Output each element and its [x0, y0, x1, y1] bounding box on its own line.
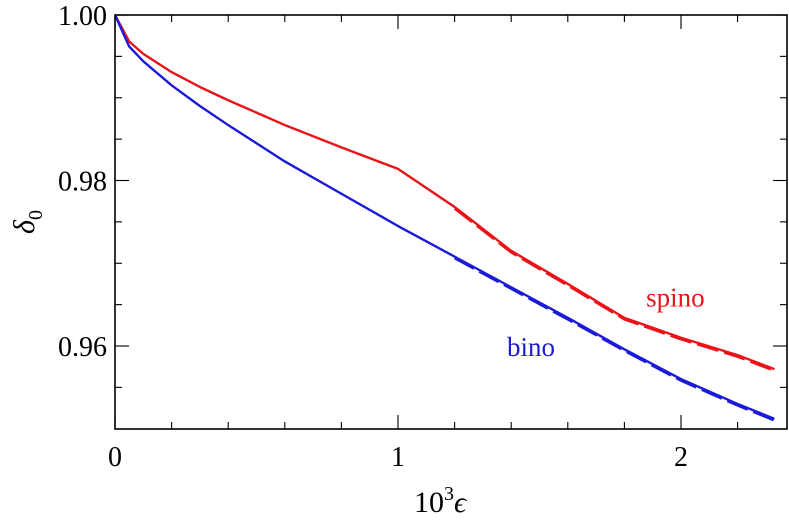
y-tick-label: 1.00 — [58, 1, 107, 32]
x-tick-label: 0 — [108, 442, 122, 473]
x-axis-label: 103ϵ — [414, 483, 468, 519]
annotation-spino: spino — [646, 282, 705, 312]
series-line-bino-dashed — [454, 257, 775, 422]
axis-ticks — [114, 14, 787, 429]
tick-labels: 0 1 2 0.96 0.98 1.00 — [58, 1, 688, 473]
series-line-spino-dashed — [453, 207, 775, 372]
annotation-bino: bino — [507, 332, 555, 362]
x-tick-label: 2 — [674, 442, 688, 473]
y-tick-label: 0.98 — [58, 167, 107, 198]
x-tick-label: 1 — [391, 442, 405, 473]
series-line-spino — [115, 15, 775, 371]
y-tick-label: 0.96 — [58, 332, 107, 363]
plot-area — [115, 15, 775, 422]
series-line-bino — [115, 15, 775, 420]
plot-frame — [114, 14, 788, 430]
annotations: spino bino — [507, 282, 705, 362]
y-axis-label: δ0 — [8, 210, 47, 234]
